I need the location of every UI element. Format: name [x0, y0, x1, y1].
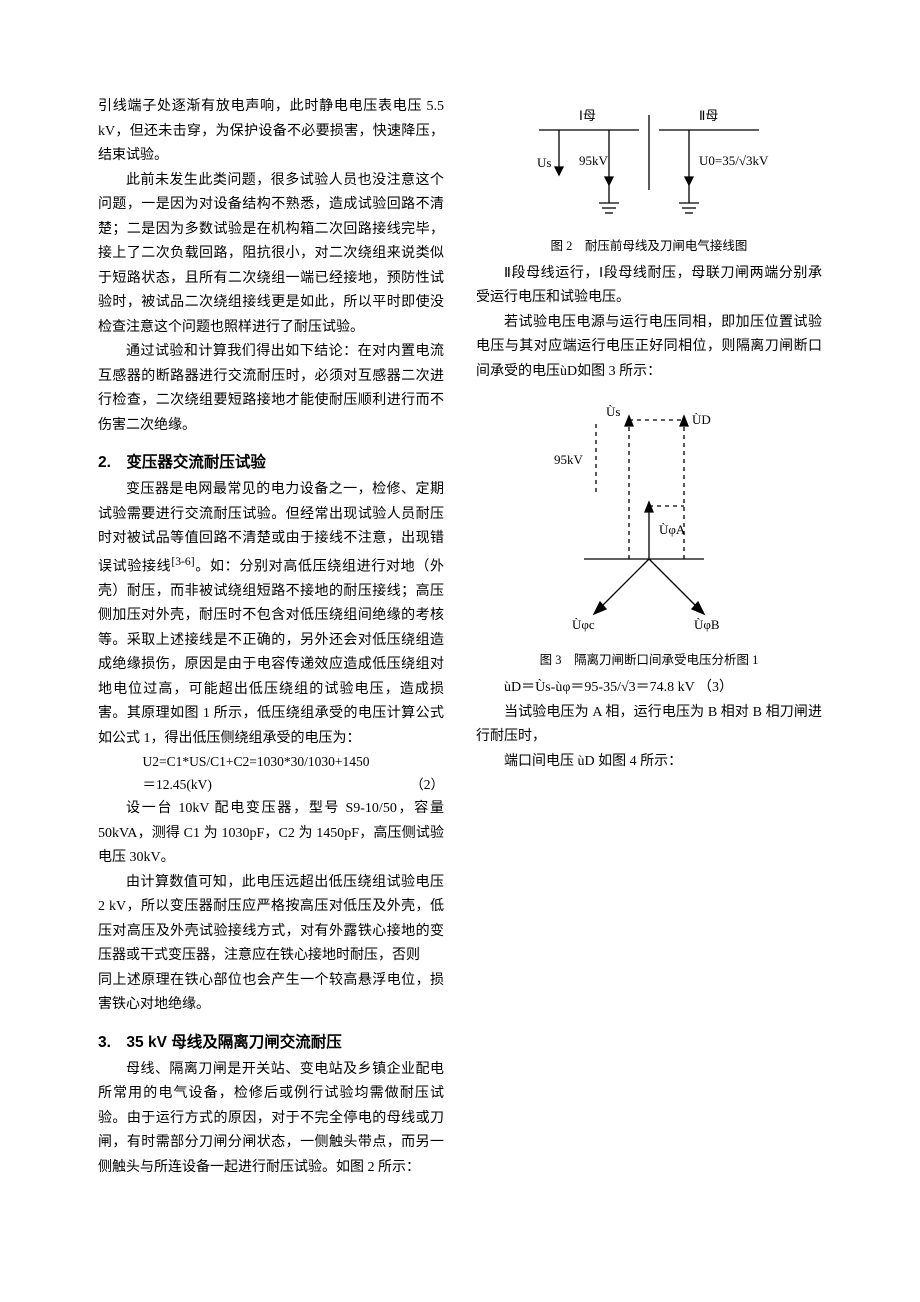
para: 若试验电压电源与运行电压同相，即加压位置试验电压与其对应端运行电压正好同相位，则… — [476, 311, 822, 385]
fig3-label-ud: ÙD — [692, 412, 711, 427]
equation-value: ＝12.45(kV) — [143, 777, 212, 792]
equation-3: ùD＝Ùs-ùφ＝95-35/√3＝74.8 kV （3） — [476, 676, 822, 701]
figure-2: Ⅰ母 Ⅱ母 Us 95kV U0=35/√3kV — [476, 95, 822, 230]
fig3-label-us: Ùs — [606, 404, 620, 419]
figure-3-svg: Ùs ÙD 95kV ÙφA ÙφB Ùφc — [534, 394, 764, 644]
equation-line: ＝12.45(kV) （2） — [98, 774, 444, 797]
para: 此前未发生此类问题，很多试验人员也没注意这个问题，一是因为对设备结构不熟悉，造成… — [98, 169, 444, 341]
para: 变压器是电网最常见的电力设备之一，检修、定期试验需要进行交流耐压试验。但经常出现… — [98, 478, 444, 751]
fig2-label-u0: U0=35/√3kV — [699, 153, 769, 168]
para: 设一台 10kV 配电变压器，型号 S9-10/50，容量 50kVA，测得 C… — [98, 797, 444, 871]
fig2-label-bus1: Ⅰ母 — [579, 108, 596, 123]
equation-line: U2=C1*US/C1+C2=1030*30/1030+1450 — [98, 751, 444, 774]
heading-2: 2. 变压器交流耐压试验 — [98, 450, 444, 472]
equation-number: （2） — [410, 774, 444, 797]
fig2-label-us: Us — [537, 155, 551, 170]
para: 引线端子处逐渐有放电声响，此时静电电压表电压 5.5 kV，但还未击穿，为保护设… — [98, 95, 444, 169]
para: 当试验电压为 A 相，运行电压为 B 相对 B 相刀闸进行耐压时， — [476, 701, 822, 750]
figure-2-svg: Ⅰ母 Ⅱ母 Us 95kV U0=35/√3kV — [519, 95, 779, 230]
citation-sup: [3-6] — [171, 555, 194, 568]
para: 端口间电压 ùD 如图 4 所示： — [476, 750, 822, 775]
para: 由计算数值可知，此电压远超出低压绕组试验电压 2 kV，所以变压器耐压应严格按高… — [98, 871, 444, 969]
figure-2-caption: 图 2 耐压前母线及刀闸电气接线图 — [476, 236, 822, 258]
figure-3: Ùs ÙD 95kV ÙφA ÙφB Ùφc — [476, 394, 822, 644]
fig2-label-95kv: 95kV — [579, 153, 609, 168]
para: Ⅱ段母线运行，Ⅰ段母线耐压，母联刀闸两端分别承受运行电压和试验电压。 — [476, 262, 822, 311]
para: 通过试验和计算我们得出如下结论：在对内置电流互感器的断路器进行交流耐压时，必须对… — [98, 340, 444, 438]
fig2-label-bus2: Ⅱ母 — [699, 108, 718, 123]
fig3-label-uphic: Ùφc — [572, 617, 595, 632]
page-columns: 引线端子处逐渐有放电声响，此时静电电压表电压 5.5 kV，但还未击穿，为保护设… — [98, 95, 822, 1195]
heading-3: 3. 35 kV 母线及隔离刀闸交流耐压 — [98, 1030, 444, 1052]
para-text: 。如：分别对高低压绕组进行对地（外壳）耐压，而非被试绕组短路不接地的耐压接线；高… — [98, 559, 444, 746]
para: 母线、隔离刀闸是开关站、变电站及乡镇企业配电所常用的电气设备，检修后或例行试验均… — [98, 1058, 444, 1181]
para: 同上述原理在铁心部位也会产生一个较高悬浮电位，损害铁心对地绝缘。 — [98, 969, 444, 1018]
fig3-label-uphia: ÙφA — [659, 522, 686, 537]
fig3-label-95kv: 95kV — [554, 452, 584, 467]
fig3-label-uphib: ÙφB — [694, 617, 720, 632]
figure-3-caption: 图 3 隔离刀闸断口间承受电压分析图 1 — [476, 650, 822, 672]
